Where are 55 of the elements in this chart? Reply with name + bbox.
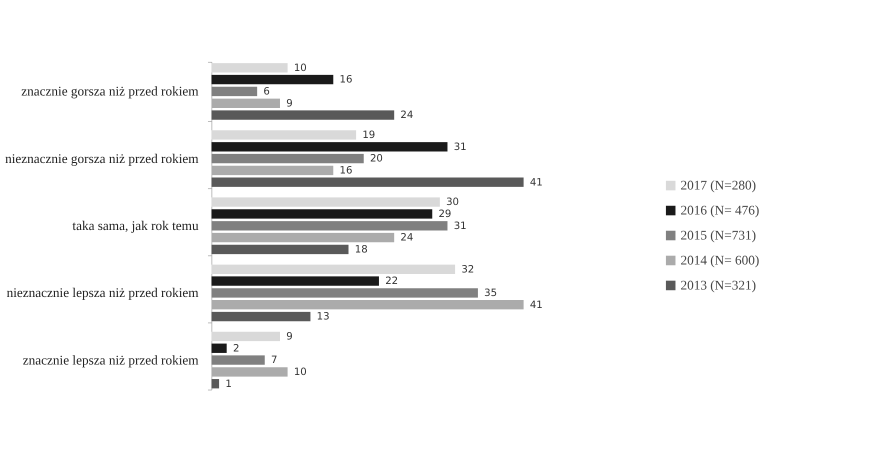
data-label: 13 bbox=[316, 312, 330, 323]
data-label: 20 bbox=[370, 154, 383, 165]
bar bbox=[211, 209, 432, 219]
bar bbox=[211, 110, 394, 120]
bar bbox=[211, 197, 440, 207]
data-label: 35 bbox=[484, 288, 498, 300]
bar bbox=[211, 63, 288, 72]
data-label: 31 bbox=[454, 142, 467, 153]
data-label: 24 bbox=[400, 232, 414, 244]
legend-label: 2016 (N= 476) bbox=[680, 202, 760, 218]
bar bbox=[211, 154, 364, 164]
bar bbox=[211, 178, 524, 187]
data-label: 10 bbox=[294, 62, 307, 74]
legend-label: 2017 (N=280) bbox=[680, 177, 756, 192]
data-label: 16 bbox=[340, 74, 352, 86]
data-label: 31 bbox=[454, 220, 467, 232]
data-label: 22 bbox=[385, 276, 398, 288]
data-label: 19 bbox=[362, 130, 376, 142]
data-label: 32 bbox=[461, 264, 474, 276]
bar bbox=[211, 312, 310, 322]
bar bbox=[211, 332, 280, 342]
data-label: 29 bbox=[438, 209, 452, 220]
data-label: 24 bbox=[400, 110, 414, 122]
bar bbox=[211, 379, 220, 388]
data-label: 7 bbox=[271, 355, 278, 366]
y-tick-label: nieznacznie lepsza niż przed rokiem bbox=[6, 285, 200, 300]
data-label: 18 bbox=[354, 244, 368, 256]
legend-label: 2013 (N=321) bbox=[680, 277, 756, 292]
bar bbox=[211, 130, 356, 140]
data-label: 9 bbox=[286, 98, 293, 110]
legend-label: 2014 (N= 600) bbox=[680, 252, 760, 268]
bar bbox=[211, 276, 379, 286]
bar bbox=[211, 344, 227, 353]
data-label: 2 bbox=[232, 343, 240, 354]
y-tick-label: nieznacznie gorsza niż przed rokiem bbox=[5, 150, 200, 166]
data-label: 6 bbox=[263, 86, 270, 98]
data-label: 41 bbox=[530, 177, 543, 188]
bar bbox=[211, 74, 334, 84]
y-tick-label: znacznie gorsza niż przed rokiem bbox=[21, 84, 200, 99]
bar bbox=[211, 142, 448, 152]
y-tick-label: taka sama, jak rok temu bbox=[72, 218, 199, 234]
data-label: 9 bbox=[286, 332, 293, 343]
bar bbox=[211, 244, 349, 254]
y-tick-label: znacznie lepsza niż przed rokiem bbox=[22, 352, 200, 368]
bar bbox=[211, 264, 456, 274]
bar bbox=[211, 221, 448, 230]
data-label: 1 bbox=[225, 378, 232, 390]
data-label: 10 bbox=[294, 367, 307, 378]
bar bbox=[211, 288, 478, 298]
data-label: 41 bbox=[530, 300, 543, 311]
legend-label: 2015 (N=731) bbox=[680, 227, 756, 242]
bar bbox=[211, 355, 265, 365]
bar bbox=[211, 86, 258, 96]
data-label: 16 bbox=[340, 166, 352, 177]
data-label: 30 bbox=[446, 197, 459, 208]
